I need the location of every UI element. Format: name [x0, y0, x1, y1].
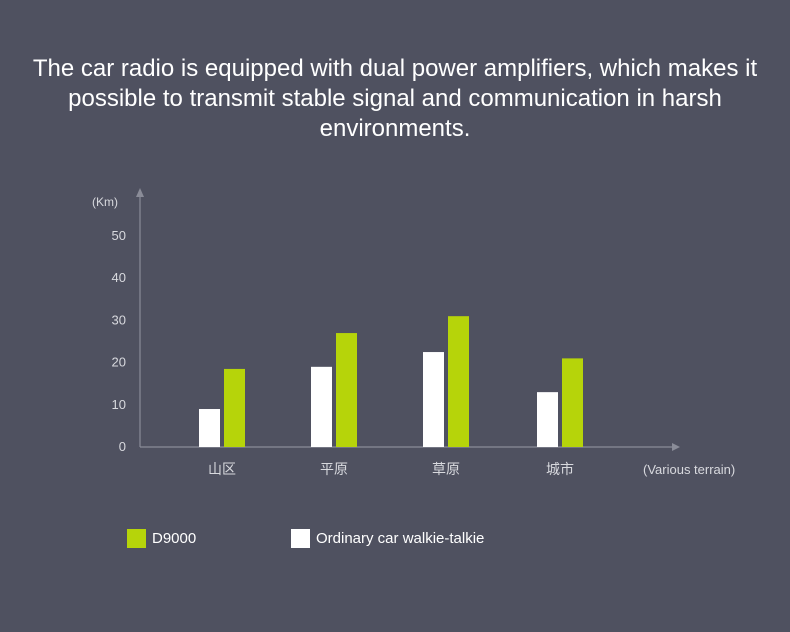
x-axis-label: (Various terrain): [643, 462, 735, 477]
y-tick-label: 30: [112, 312, 126, 327]
bar-ordinary: [199, 409, 220, 447]
y-tick-label: 40: [112, 270, 126, 285]
x-tick-label: 草原: [432, 461, 460, 477]
bar-ordinary: [537, 392, 558, 447]
bar-ordinary: [423, 352, 444, 447]
y-axis-label: (Km): [92, 195, 118, 209]
y-axis-arrow: [136, 188, 144, 197]
headline: The car radio is equipped with dual powe…: [32, 55, 758, 142]
x-axis-arrow: [672, 443, 680, 451]
legend-label-d9000: D9000: [152, 530, 197, 547]
y-tick-label: 50: [112, 228, 126, 243]
bar-d9000: [448, 316, 469, 447]
bar-d9000: [562, 358, 583, 447]
legend-item-ordinary: Ordinary car walkie-talkie: [291, 529, 484, 548]
y-tick-label: 20: [112, 355, 126, 370]
x-tick-label: 平原: [320, 461, 348, 477]
bar-d9000: [336, 333, 357, 447]
y-tick-label: 0: [119, 439, 126, 454]
bar-ordinary: [311, 366, 332, 447]
legend-item-d9000: D9000: [127, 529, 196, 548]
x-tick-label: 城市: [546, 461, 574, 477]
legend-swatch-d9000: [127, 529, 146, 548]
x-tick-label: 山区: [208, 461, 236, 477]
bar-d9000: [224, 368, 245, 447]
y-tick-label: 10: [112, 397, 126, 412]
legend-label-ordinary: Ordinary car walkie-talkie: [316, 530, 485, 547]
legend-swatch-ordinary: [291, 529, 310, 548]
